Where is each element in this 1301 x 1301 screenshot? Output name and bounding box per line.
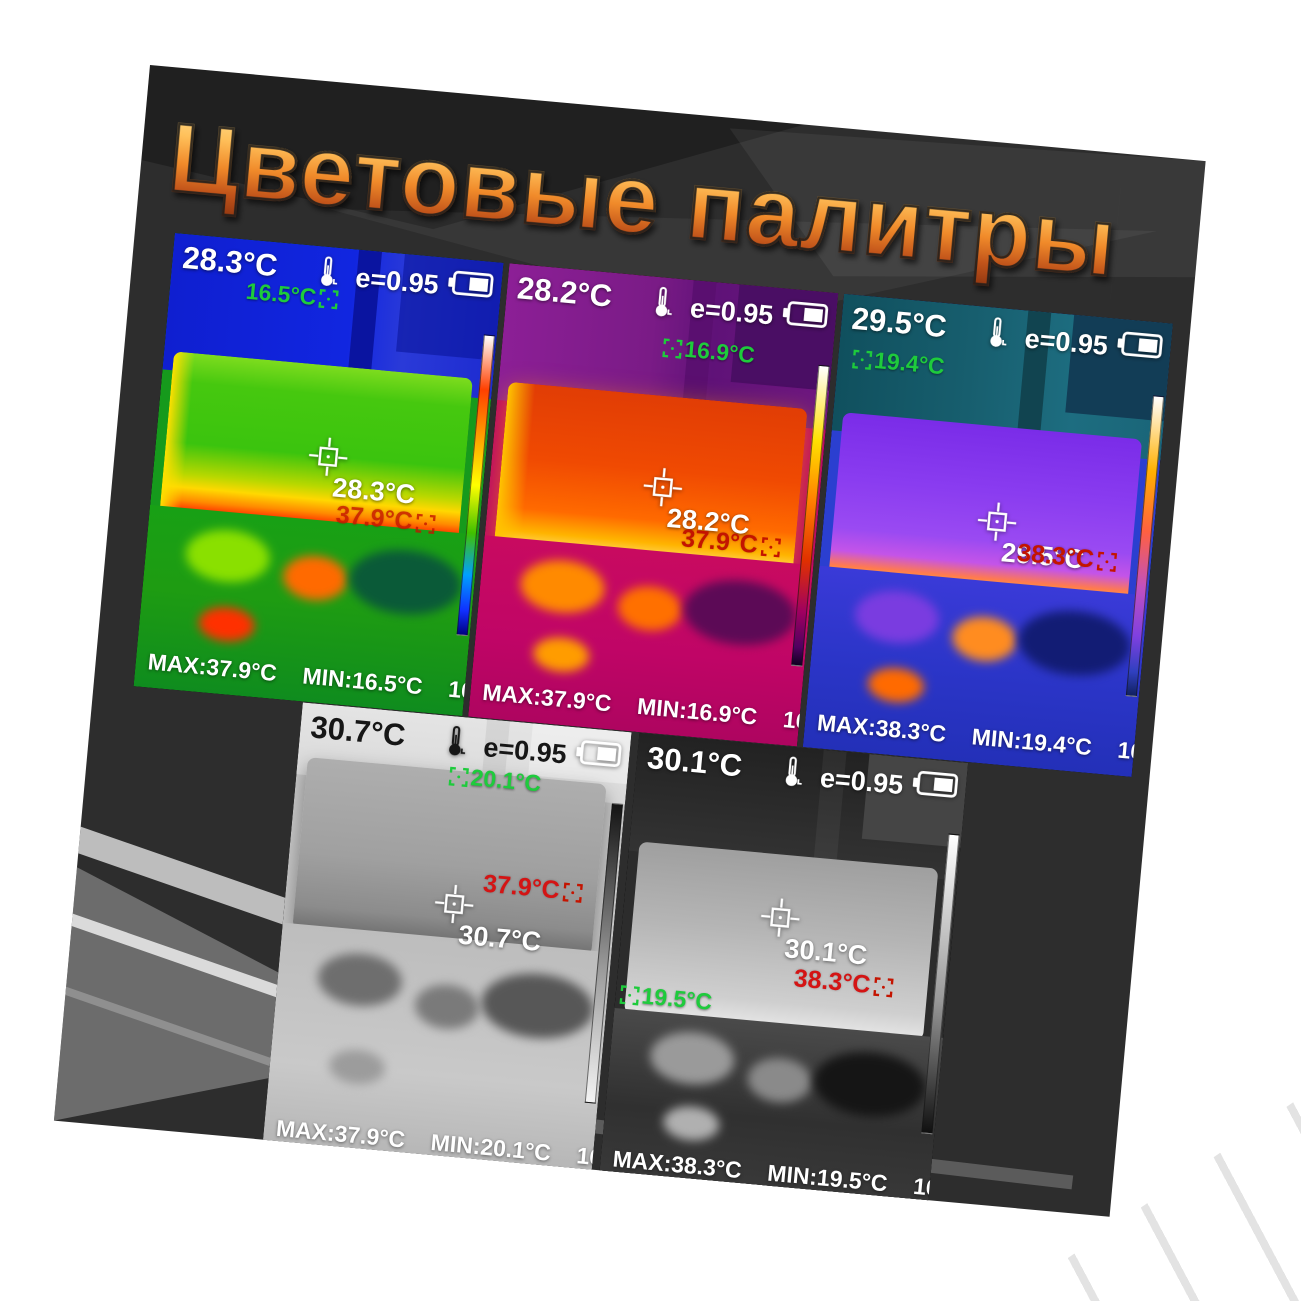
min-marker: 19.5°C — [619, 980, 713, 1015]
battery-icon — [911, 770, 959, 798]
footer-max: MAX:37.9°C — [275, 1114, 407, 1153]
battery-icon — [574, 739, 622, 767]
thermometer-icon — [781, 754, 805, 789]
thermal-blob — [950, 614, 1018, 665]
battery-icon — [781, 300, 829, 328]
thermal-panel: 28.3°C e=0.95 16.5°C — [133, 232, 504, 716]
footer-max: MAX:37.9°C — [146, 648, 278, 686]
footer-min: MIN:16.9°C — [636, 692, 759, 730]
footer-max: MAX:38.3°C — [816, 709, 948, 747]
crosshair-icon — [758, 895, 804, 941]
thermal-blob — [1015, 606, 1133, 680]
footer-min: MIN:19.5°C — [766, 1159, 889, 1197]
footer-max: MAX:37.9°C — [481, 678, 613, 717]
crosshair-icon — [974, 499, 1020, 545]
min-bracket-icon — [619, 984, 641, 1006]
footer-min: MIN:19.4°C — [970, 723, 1093, 761]
thermal-blob — [315, 949, 404, 1009]
thermal-blob — [346, 545, 464, 619]
battery-icon — [446, 270, 494, 298]
thermal-panel: 29.5°C e=0.95 19.4°C — [802, 293, 1173, 777]
photo-card: Цветовые палитры 28.3°C e=0.95 — [53, 65, 1206, 1217]
center-cursor: 30.1°C — [758, 895, 868, 971]
max-bracket-icon — [1096, 550, 1118, 572]
thermal-image — [261, 702, 632, 1183]
thermal-blob — [412, 981, 481, 1032]
thermal-blob — [647, 1028, 736, 1089]
center-cursor: 28.2°C — [640, 464, 751, 540]
thermal-panel: 30.1°C e=0.95 19.5°C — [598, 733, 969, 1214]
min-bracket-icon — [448, 766, 470, 788]
max-marker: 38.3°C — [793, 964, 895, 1002]
thermometer-icon — [651, 285, 675, 320]
max-bracket-icon — [760, 536, 782, 558]
panels-layer: 28.3°C e=0.95 16.5°C — [133, 65, 1206, 1214]
clock: 16:32 — [1116, 736, 1173, 768]
thermal-blob — [615, 584, 684, 634]
thermal-blob — [197, 604, 257, 644]
crosshair-icon — [305, 434, 351, 480]
battery-icon — [1116, 331, 1164, 359]
footer-min: MIN:16.5°C — [301, 662, 424, 700]
max-bracket-icon — [562, 881, 584, 903]
max-marker: 37.9°C — [482, 870, 584, 908]
center-cursor: 29.5°C — [974, 499, 1085, 575]
thermal-blob — [745, 1055, 814, 1105]
min-marker: 16.5°C — [245, 278, 340, 313]
min-marker: 16.9°C — [661, 334, 756, 369]
min-bracket-icon — [662, 337, 684, 359]
max-marker: 38.3°C — [1016, 539, 1118, 577]
footer-max: MAX:38.3°C — [611, 1145, 743, 1184]
clock: 16:32 — [912, 1172, 969, 1205]
max-marker: 37.9°C — [680, 524, 782, 562]
thermometer-icon — [986, 315, 1010, 350]
thermal-blob — [280, 553, 349, 604]
center-cursor: 30.7°C — [431, 881, 542, 957]
center-cursor: 28.3°C — [305, 434, 416, 510]
thermal-blob — [532, 634, 592, 674]
thermal-panel: 28.2°C e=0.95 16.9°C — [468, 263, 839, 747]
thermal-blob — [662, 1104, 722, 1144]
min-marker: 19.4°C — [851, 345, 946, 380]
thermal-blob — [810, 1047, 928, 1122]
max-marker: 37.9°C — [335, 501, 437, 539]
max-bracket-icon — [872, 976, 894, 998]
thermal-blob — [478, 969, 596, 1044]
thermal-panel: 30.7°C e=0.95 20.1°C — [261, 702, 632, 1183]
thermal-blob — [866, 665, 926, 705]
min-bracket-icon — [317, 288, 339, 310]
min-marker: 20.1°C — [448, 762, 542, 797]
thermal-blob — [680, 575, 799, 650]
thermal-blob — [327, 1047, 387, 1087]
thermal-blob — [517, 556, 607, 617]
thermal-blob — [852, 587, 941, 647]
crosshair-icon — [431, 881, 477, 927]
thermal-blob — [183, 526, 272, 586]
max-bracket-icon — [414, 512, 436, 534]
thermometer-icon — [317, 254, 341, 289]
thermometer-icon — [445, 724, 469, 759]
crosshair-icon — [640, 464, 686, 510]
thermal-image — [598, 733, 969, 1214]
footer-min: MIN:20.1°C — [429, 1128, 552, 1166]
min-bracket-icon — [851, 348, 873, 370]
